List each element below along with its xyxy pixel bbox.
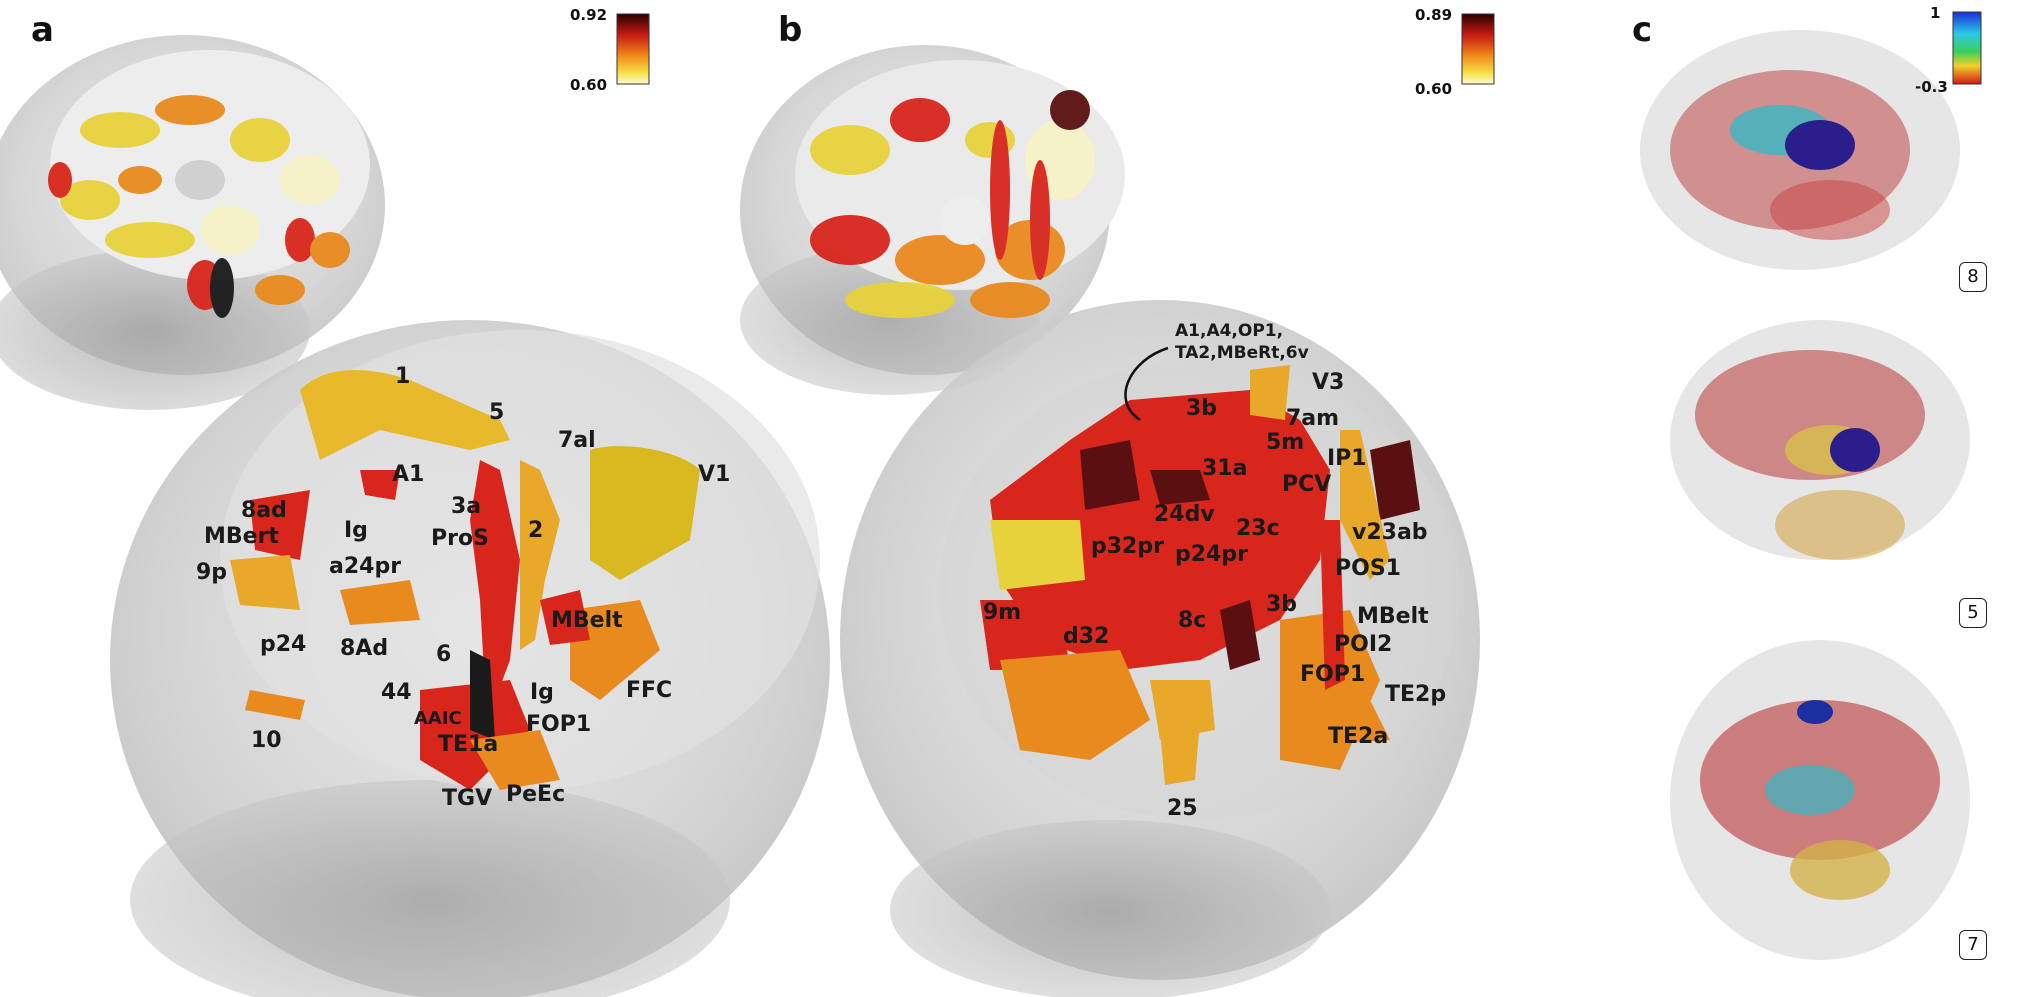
panel-c-head-top [1640, 30, 1960, 270]
cluster-label-line1: A1,A4,OP1, [1175, 321, 1284, 341]
label-b-FOP1: FOP1 [1300, 662, 1366, 687]
panel-b-top-head [740, 45, 1125, 395]
label-a-3a: 3a [451, 494, 482, 519]
label-b-3b-2: 3b [1266, 592, 1298, 617]
model-badge-middle: 5 [1959, 598, 1987, 628]
colorbar-c-max: 1 [1930, 4, 1941, 22]
label-a-2: 2 [528, 518, 544, 543]
label-a-TE1a: TE1a [438, 732, 499, 757]
colorbar-c-min: -0.3 [1915, 78, 1948, 96]
label-a-MBelt: MBelt [551, 608, 623, 633]
colorbar-b [1461, 13, 1495, 85]
label-a-Ig-2: Ig [530, 680, 554, 705]
label-a-5: 5 [489, 400, 505, 425]
colorbar-b-max: 0.89 [1415, 6, 1453, 24]
label-b-9m: 9m [983, 600, 1022, 625]
panel-letter-b: b [778, 10, 803, 50]
label-a-V1: V1 [698, 462, 731, 487]
label-a-7al: 7al [558, 428, 596, 453]
label-a-1: 1 [395, 364, 411, 389]
panel-c-head-bottom [1670, 640, 1970, 960]
panel-c-head-middle [1670, 320, 1970, 560]
label-b-POS1: POS1 [1335, 556, 1401, 581]
label-b-8c: 8c [1178, 608, 1207, 633]
label-a-AAIC: AAIC [414, 708, 462, 729]
label-a-9p: 9p [196, 560, 228, 585]
label-a-8ad: 8ad [241, 498, 287, 523]
colorbar-a-min: 0.60 [570, 76, 608, 94]
panel-letter-a: a [31, 10, 54, 50]
label-a-44: 44 [381, 680, 412, 705]
label-a-Ig-1: Ig [344, 518, 368, 543]
label-b-5m: 5m [1266, 430, 1305, 455]
model-badge-top: 8 [1959, 262, 1987, 292]
label-b-7am: 7am [1286, 406, 1340, 431]
label-b-v23ab: v23ab [1352, 520, 1428, 545]
colorbar-a-max: 0.92 [570, 6, 608, 24]
cluster-label: A1,A4,OP1, TA2,MBeRt,6v [1175, 320, 1309, 364]
panel-a-main-head [110, 320, 830, 997]
label-a-a24pr: a24pr [329, 554, 402, 579]
panel-a-top-head [0, 35, 385, 410]
label-b-POI2: POI2 [1334, 632, 1393, 657]
label-a-6: 6 [436, 642, 452, 667]
cluster-label-line2: TA2,MBeRt,6v [1175, 343, 1309, 363]
label-b-25: 25 [1167, 796, 1198, 821]
label-a-p24: p24 [260, 632, 307, 657]
label-a-10: 10 [251, 728, 282, 753]
label-b-p24pr: p24pr [1175, 542, 1248, 567]
label-b-IP1: IP1 [1327, 446, 1367, 471]
cluster-bracket [1124, 346, 1169, 422]
label-a-ProS: ProS [431, 526, 489, 551]
label-b-PCV: PCV [1282, 472, 1332, 497]
label-b-TE2p: TE2p [1385, 682, 1447, 707]
label-b-TE2a: TE2a [1328, 724, 1389, 749]
label-a-FFC: FFC [626, 678, 673, 703]
label-a-TGV: TGV [442, 786, 493, 811]
label-b-MBelt: MBelt [1357, 604, 1429, 629]
label-b-31a: 31a [1202, 456, 1248, 481]
label-b-V3: V3 [1312, 370, 1345, 395]
label-b-23c: 23c [1236, 516, 1280, 541]
model-badge-bottom: 7 [1959, 930, 1987, 960]
label-a-PeEc: PeEc [506, 782, 566, 807]
label-a-FOP1: FOP1 [526, 712, 592, 737]
label-a-A1: A1 [392, 462, 425, 487]
colorbar-c [1952, 11, 1982, 85]
colorbar-b-min: 0.60 [1415, 80, 1453, 98]
colorbar-a [616, 13, 650, 85]
label-b-p32pr: p32pr [1091, 534, 1164, 559]
panel-letter-c: c [1632, 10, 1653, 50]
label-b-d32: d32 [1063, 624, 1110, 649]
panel-b-main-head [840, 300, 1480, 997]
label-b-3b-1: 3b [1186, 396, 1218, 421]
label-b-24dv: 24dv [1154, 502, 1215, 527]
label-a-MBert: MBert [204, 524, 279, 549]
label-a-8Ad: 8Ad [340, 636, 389, 661]
